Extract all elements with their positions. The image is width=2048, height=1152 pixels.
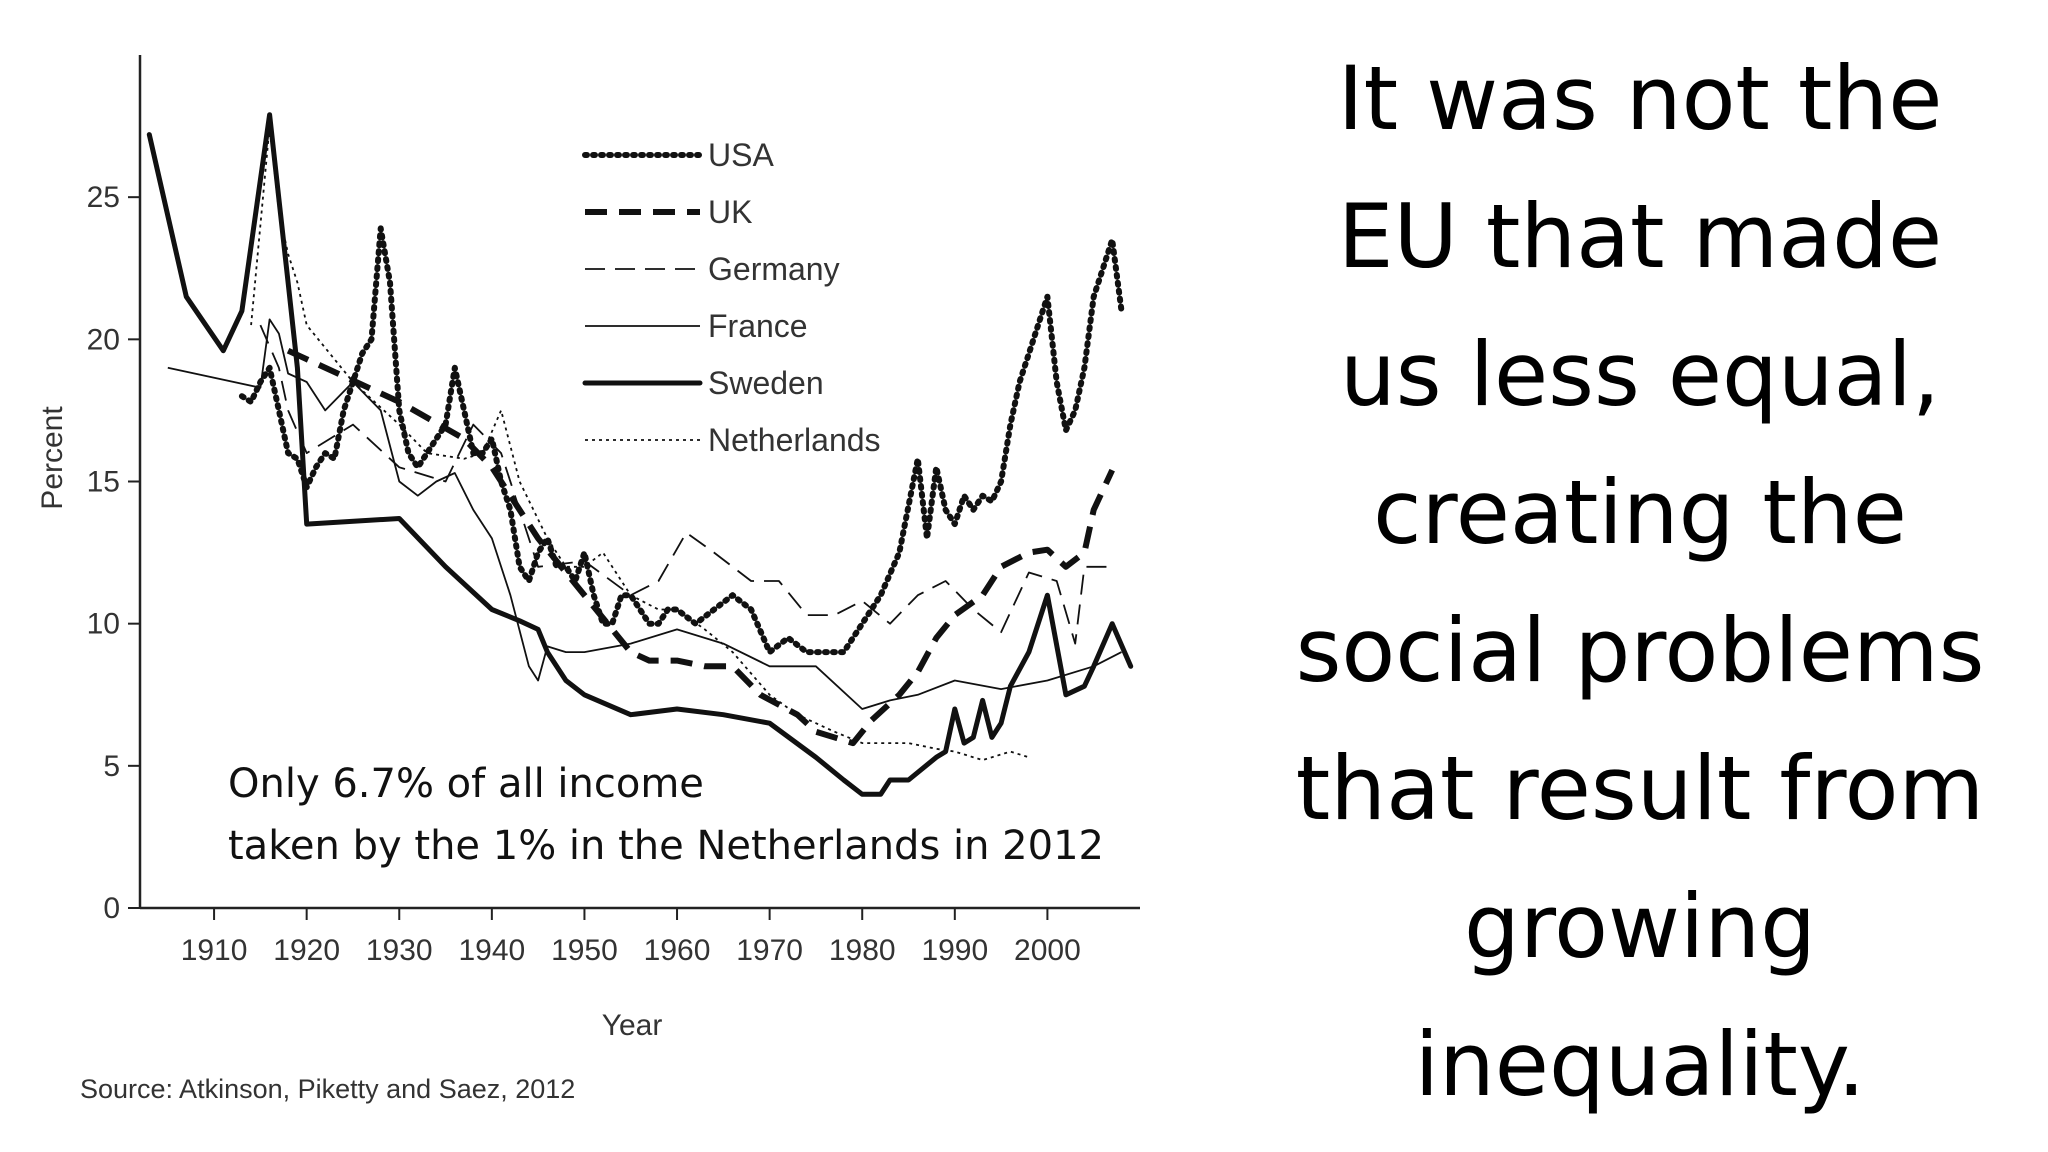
annotation-line-1: Only 6.7% of all income [228,761,704,807]
series-line-usa [238,225,1125,656]
legend: USA UK Germany France Sweden Netherlands [582,137,881,458]
x-tick-label: 2000 [1014,934,1081,967]
x-tick-label: 1980 [829,934,896,967]
x-tick-label: 1920 [273,934,340,967]
source-note: Source: Atkinson, Piketty and Saez, 2012 [80,1074,575,1104]
legend-label-uk: UK [708,194,752,230]
statement-line: social problems [1295,599,1985,702]
legend-label-usa: USA [708,137,774,173]
x-tick-label: 1960 [644,934,711,967]
x-tick-label: 1950 [551,934,618,967]
legend-label-netherlands: Netherlands [708,422,881,458]
x-axis-title: Year [602,1009,663,1042]
statement-line: us less equal, [1340,323,1940,426]
y-tick-label: 25 [87,181,120,214]
statement-line: growing [1464,875,1816,978]
legend-label-germany: Germany [708,251,840,287]
y-tick-label: 5 [103,750,120,783]
x-tick-label: 1970 [736,934,803,967]
y-tick-label: 15 [87,466,120,499]
x-tick-label: 1940 [458,934,525,967]
series-line-sweden [146,112,1134,797]
statement-line: EU that made [1337,185,1943,288]
series-line-germany [259,324,1113,645]
statement-line: that result from [1295,737,1985,840]
annotation-line-2: taken by the 1% in the Netherlands in 20… [228,823,1104,869]
series-line-netherlands [250,125,1030,761]
y-tick-label: 0 [103,892,120,925]
income-share-chart: 0 5 10 15 20 25 1910 1920 1930 1940 1950 1960 1970 19… [36,55,1140,1104]
x-tick-label: 1910 [181,934,248,967]
x-tick-label: 1930 [366,934,433,967]
legend-label-sweden: Sweden [708,365,824,401]
series-line-uk [286,347,1115,747]
x-tick-label: 1990 [921,934,988,967]
statement-line: creating the [1373,461,1907,564]
legend-label-france: France [708,308,808,344]
axes: 0 5 10 15 20 25 1910 1920 1930 1940 1950 1960 1970 19… [87,55,1140,967]
y-axis-title: Percent [36,406,69,510]
y-tick-label: 20 [87,323,120,356]
statement-line: It was not the [1337,47,1943,150]
statement-line: inequality. [1414,1013,1866,1116]
slide-statement: It was not the EU that made us less equa… [1240,30,2040,1134]
series-lines [146,112,1134,797]
series-line-france [167,318,1122,710]
y-tick-label: 10 [87,608,120,641]
